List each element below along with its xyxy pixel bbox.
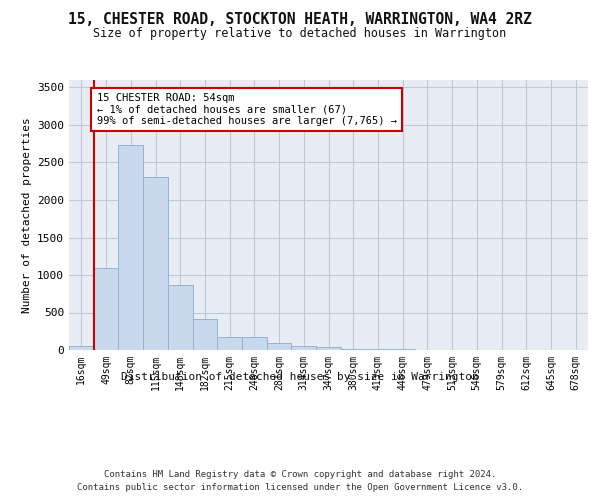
Bar	[242, 337, 267, 350]
Text: 15 CHESTER ROAD: 54sqm
← 1% of detached houses are smaller (67)
99% of semi-deta: 15 CHESTER ROAD: 54sqm ← 1% of detached …	[97, 92, 397, 126]
Bar	[217, 337, 242, 350]
Text: 15, CHESTER ROAD, STOCKTON HEATH, WARRINGTON, WA4 2RZ: 15, CHESTER ROAD, STOCKTON HEATH, WARRIN…	[68, 12, 532, 28]
Bar	[341, 348, 365, 350]
Text: Distribution of detached houses by size in Warrington: Distribution of detached houses by size …	[121, 372, 479, 382]
Bar	[267, 342, 292, 350]
Bar	[168, 285, 193, 350]
Text: Contains public sector information licensed under the Open Government Licence v3: Contains public sector information licen…	[77, 482, 523, 492]
Bar	[316, 348, 341, 350]
Bar	[365, 349, 390, 350]
Text: Contains HM Land Registry data © Crown copyright and database right 2024.: Contains HM Land Registry data © Crown c…	[104, 470, 496, 479]
Text: Size of property relative to detached houses in Warrington: Size of property relative to detached ho…	[94, 28, 506, 40]
Bar	[292, 346, 316, 350]
Bar	[143, 178, 168, 350]
Bar	[118, 145, 143, 350]
Bar	[94, 268, 118, 350]
Bar	[69, 346, 94, 350]
Bar	[193, 318, 217, 350]
Y-axis label: Number of detached properties: Number of detached properties	[22, 117, 32, 313]
